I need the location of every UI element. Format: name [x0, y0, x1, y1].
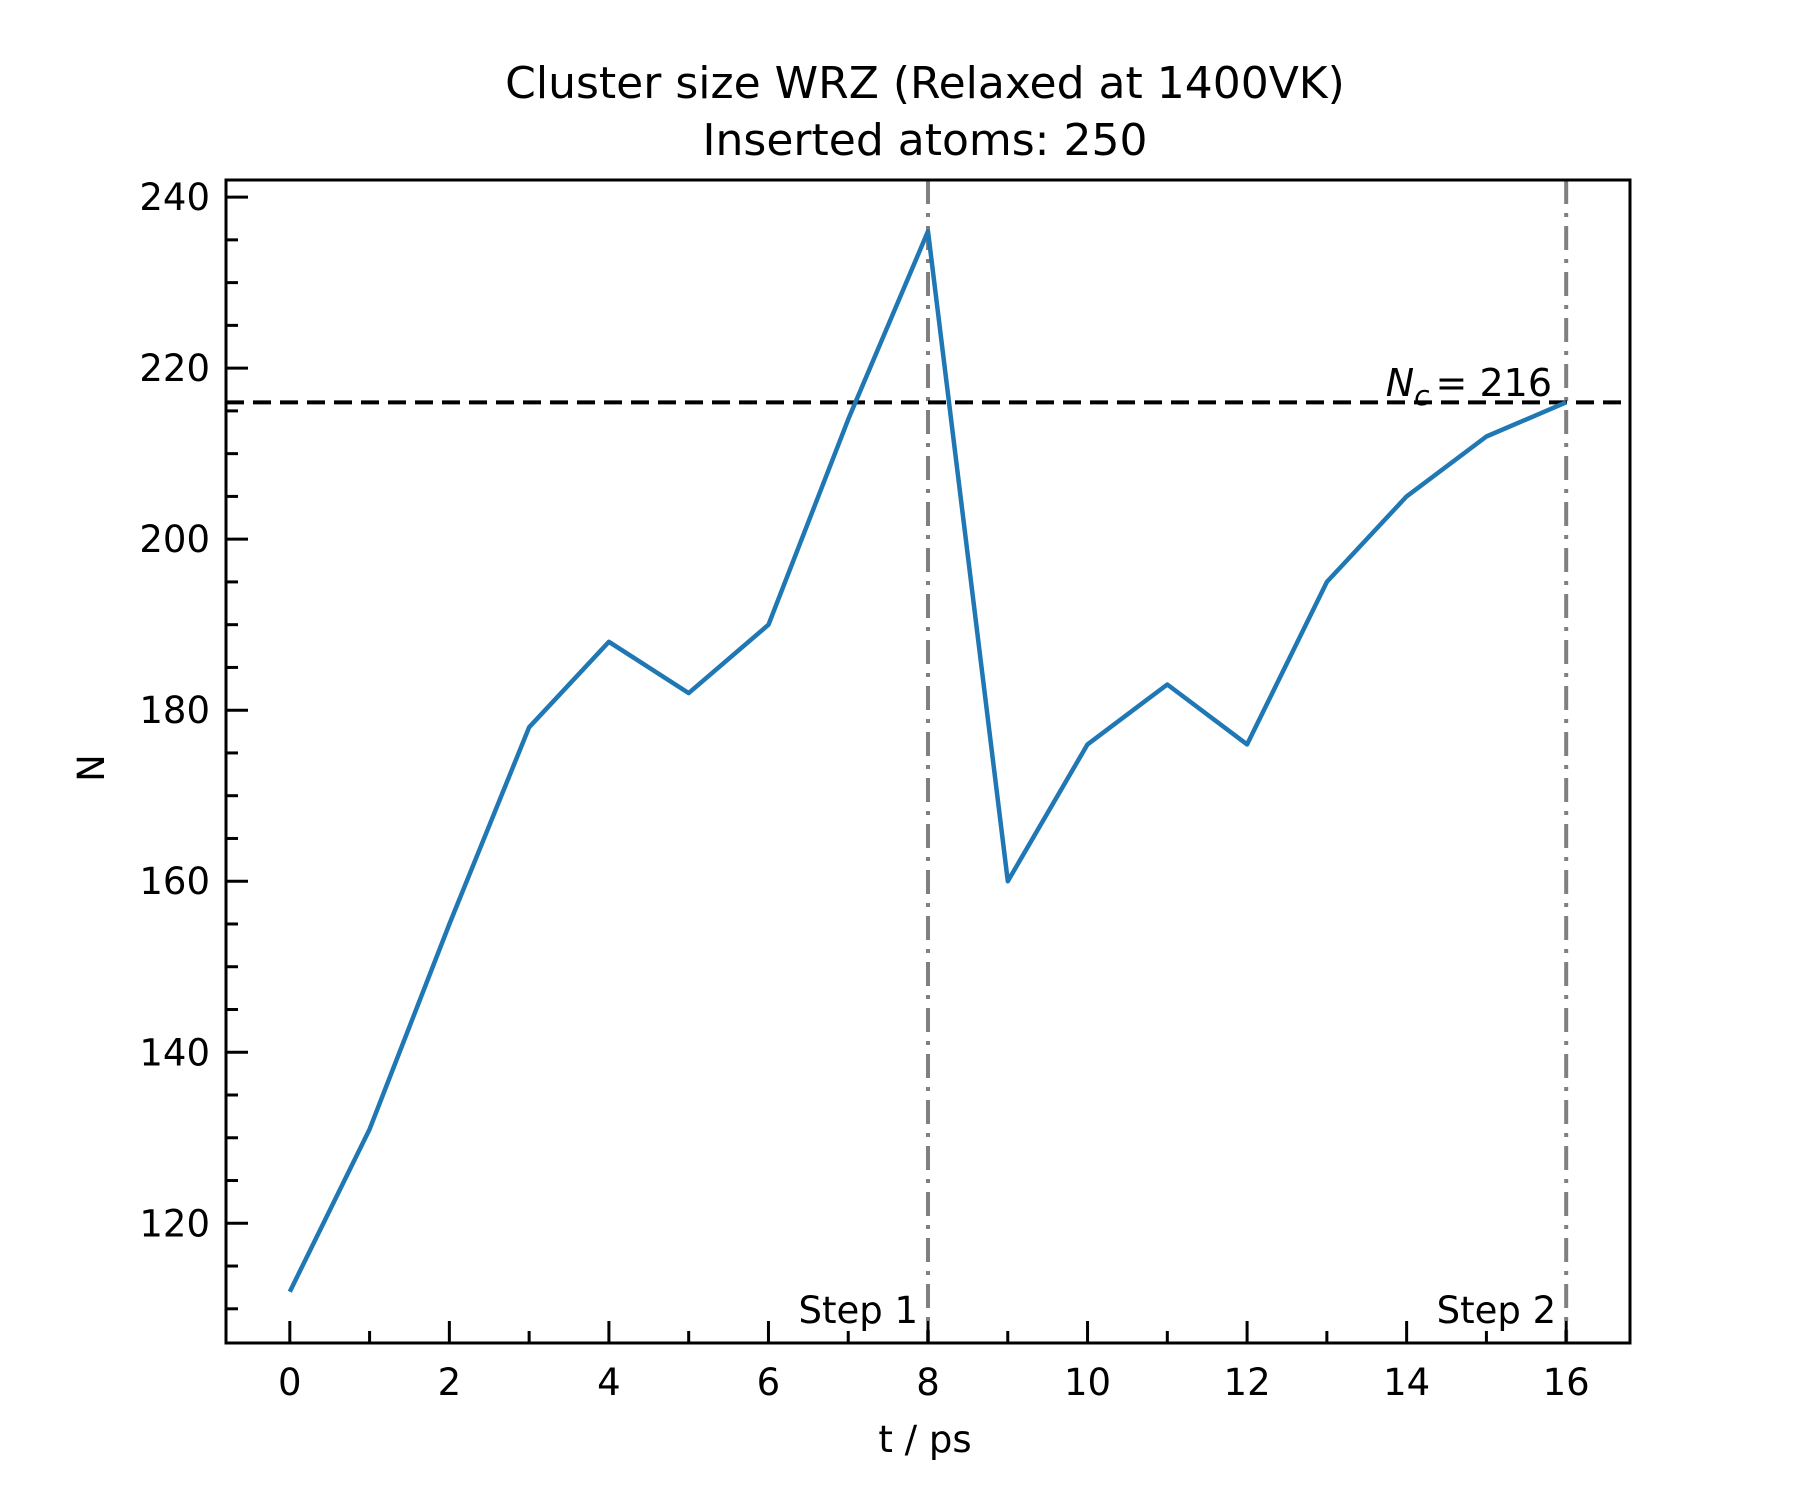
x-tick-label: 12: [1224, 1361, 1271, 1404]
y-tick-label: 120: [139, 1202, 210, 1245]
nc-annotation: Nc = 216: [1386, 361, 1552, 412]
y-tick-label: 180: [139, 689, 210, 732]
x-axis-ticks: 0 2 4 6 8 10 12 14 16: [278, 1321, 1590, 1404]
x-tick-label: 4: [597, 1361, 621, 1404]
y-axis-ticks: 120 140 160 180 200 220 240: [139, 176, 248, 1311]
series-line-1: [287, 229, 1568, 1293]
x-tick-label: 16: [1543, 1361, 1590, 1404]
y-tick-label: 160: [139, 860, 210, 903]
vertical-lines: Step 1 Step 2: [798, 180, 1569, 1343]
nc-subscript: c: [1414, 379, 1430, 412]
y-tick-label: 240: [139, 176, 210, 219]
y-tick-label: 140: [139, 1031, 210, 1074]
x-tick-label: 8: [916, 1361, 940, 1404]
x-tick-label: 0: [278, 1361, 302, 1404]
vline-label-step-2: Step 2: [1437, 1289, 1557, 1332]
vline-label-step-1: Step 1: [798, 1289, 918, 1332]
series: [287, 229, 1568, 1293]
y-tick-label: 200: [139, 518, 210, 561]
x-tick-label: 10: [1064, 1361, 1111, 1404]
x-tick-label: 14: [1383, 1361, 1430, 1404]
y-tick-label: 220: [139, 347, 210, 390]
y-axis-label: N: [70, 754, 113, 782]
chart-title-line1: Cluster size WRZ (Relaxed at 1400VK): [505, 58, 1345, 109]
x-axis-label: t / ps: [878, 1418, 971, 1461]
chart-title-line2: Inserted atoms: 250: [703, 115, 1148, 166]
nc-value: = 216: [1436, 361, 1552, 405]
x-tick-label: 6: [757, 1361, 781, 1404]
x-tick-label: 2: [438, 1361, 462, 1404]
nc-symbol: N: [1386, 361, 1414, 405]
